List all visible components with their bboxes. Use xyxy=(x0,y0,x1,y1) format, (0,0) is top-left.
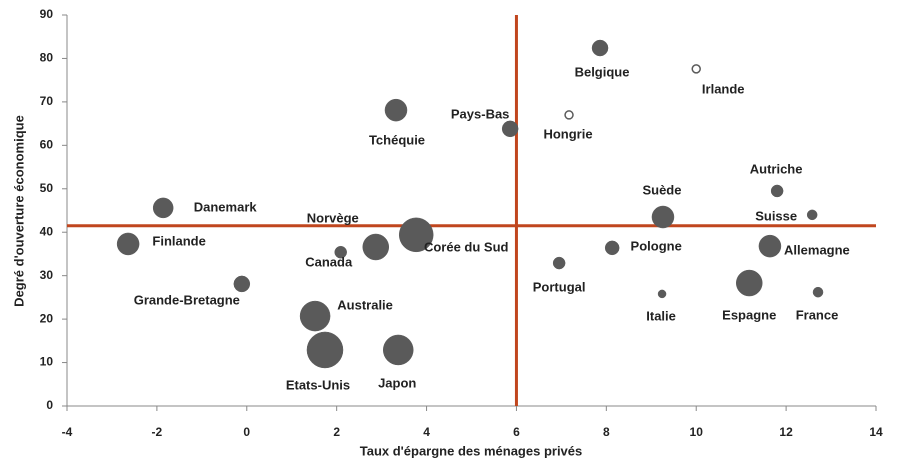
point-label: Hongrie xyxy=(543,126,592,141)
bubble xyxy=(233,275,251,293)
bubble xyxy=(806,209,818,221)
point-label: Finlande xyxy=(152,233,205,248)
point-label: Canada xyxy=(305,255,353,270)
bubble xyxy=(812,286,824,298)
bubble xyxy=(382,334,414,366)
x-axis-title: Taux d'épargne des ménages privés xyxy=(360,443,583,458)
y-tick-label: 50 xyxy=(40,181,54,195)
bubble xyxy=(384,98,408,122)
bubble xyxy=(501,120,519,138)
point-label: France xyxy=(796,308,839,323)
point-label: Irlande xyxy=(702,81,745,96)
point-label: Pologne xyxy=(631,238,682,253)
y-tick-label: 10 xyxy=(40,355,54,369)
y-tick-label: 20 xyxy=(40,311,54,325)
point-label: Grande-Bretagne xyxy=(134,292,240,307)
x-tick-label: -4 xyxy=(62,425,73,439)
point-label: Pays-Bas xyxy=(451,106,510,121)
bubble xyxy=(306,331,344,369)
point-label: Japon xyxy=(378,375,416,390)
bubble xyxy=(334,245,347,259)
point-label: Suisse xyxy=(755,208,797,223)
point-label: Autriche xyxy=(750,161,803,176)
x-tick-label: 12 xyxy=(779,425,793,439)
y-tick-label: 0 xyxy=(46,398,53,412)
bubble xyxy=(299,300,331,332)
bubble xyxy=(591,39,609,57)
x-tick-label: 8 xyxy=(603,425,610,439)
bubble xyxy=(651,205,675,229)
bubble xyxy=(564,110,574,120)
bubble xyxy=(152,197,174,219)
point-label: Portugal xyxy=(533,280,586,295)
bubble xyxy=(362,233,390,261)
x-tick-label: 6 xyxy=(513,425,520,439)
y-tick-label: 30 xyxy=(40,268,54,282)
bubble xyxy=(116,232,140,256)
y-tick-label: 40 xyxy=(40,224,54,238)
bubble xyxy=(736,269,763,297)
x-tick-label: 10 xyxy=(690,425,704,439)
point-label: Australie xyxy=(337,298,393,313)
point-label: Etats-Unis xyxy=(286,377,350,392)
bubble xyxy=(770,184,784,198)
point-label: Tchéquie xyxy=(369,133,425,148)
bubble xyxy=(691,64,701,74)
x-tick-label: 4 xyxy=(423,425,430,439)
point-label: Corée du Sud xyxy=(424,239,509,254)
bubble xyxy=(604,240,620,256)
bubble xyxy=(657,289,667,299)
bubble xyxy=(398,217,434,253)
x-tick-label: 2 xyxy=(333,425,340,439)
point-label: Danemark xyxy=(194,199,258,214)
point-label: Belgique xyxy=(575,64,630,79)
point-label: Allemagne xyxy=(784,243,850,258)
y-tick-label: 80 xyxy=(40,51,54,65)
bubble xyxy=(758,234,782,258)
point-label: Italie xyxy=(646,308,676,323)
x-tick-label: -2 xyxy=(152,425,163,439)
y-axis-title: Degré d'ouverture économique xyxy=(11,115,26,307)
x-tick-label: 0 xyxy=(243,425,250,439)
point-label: Espagne xyxy=(722,307,776,322)
x-tick-label: 14 xyxy=(869,425,883,439)
y-tick-label: 90 xyxy=(40,7,54,21)
y-tick-label: 60 xyxy=(40,138,54,152)
y-tick-label: 70 xyxy=(40,94,54,108)
point-label: Norvège xyxy=(307,210,359,225)
bubble xyxy=(552,256,566,270)
point-label: Suède xyxy=(642,182,681,197)
